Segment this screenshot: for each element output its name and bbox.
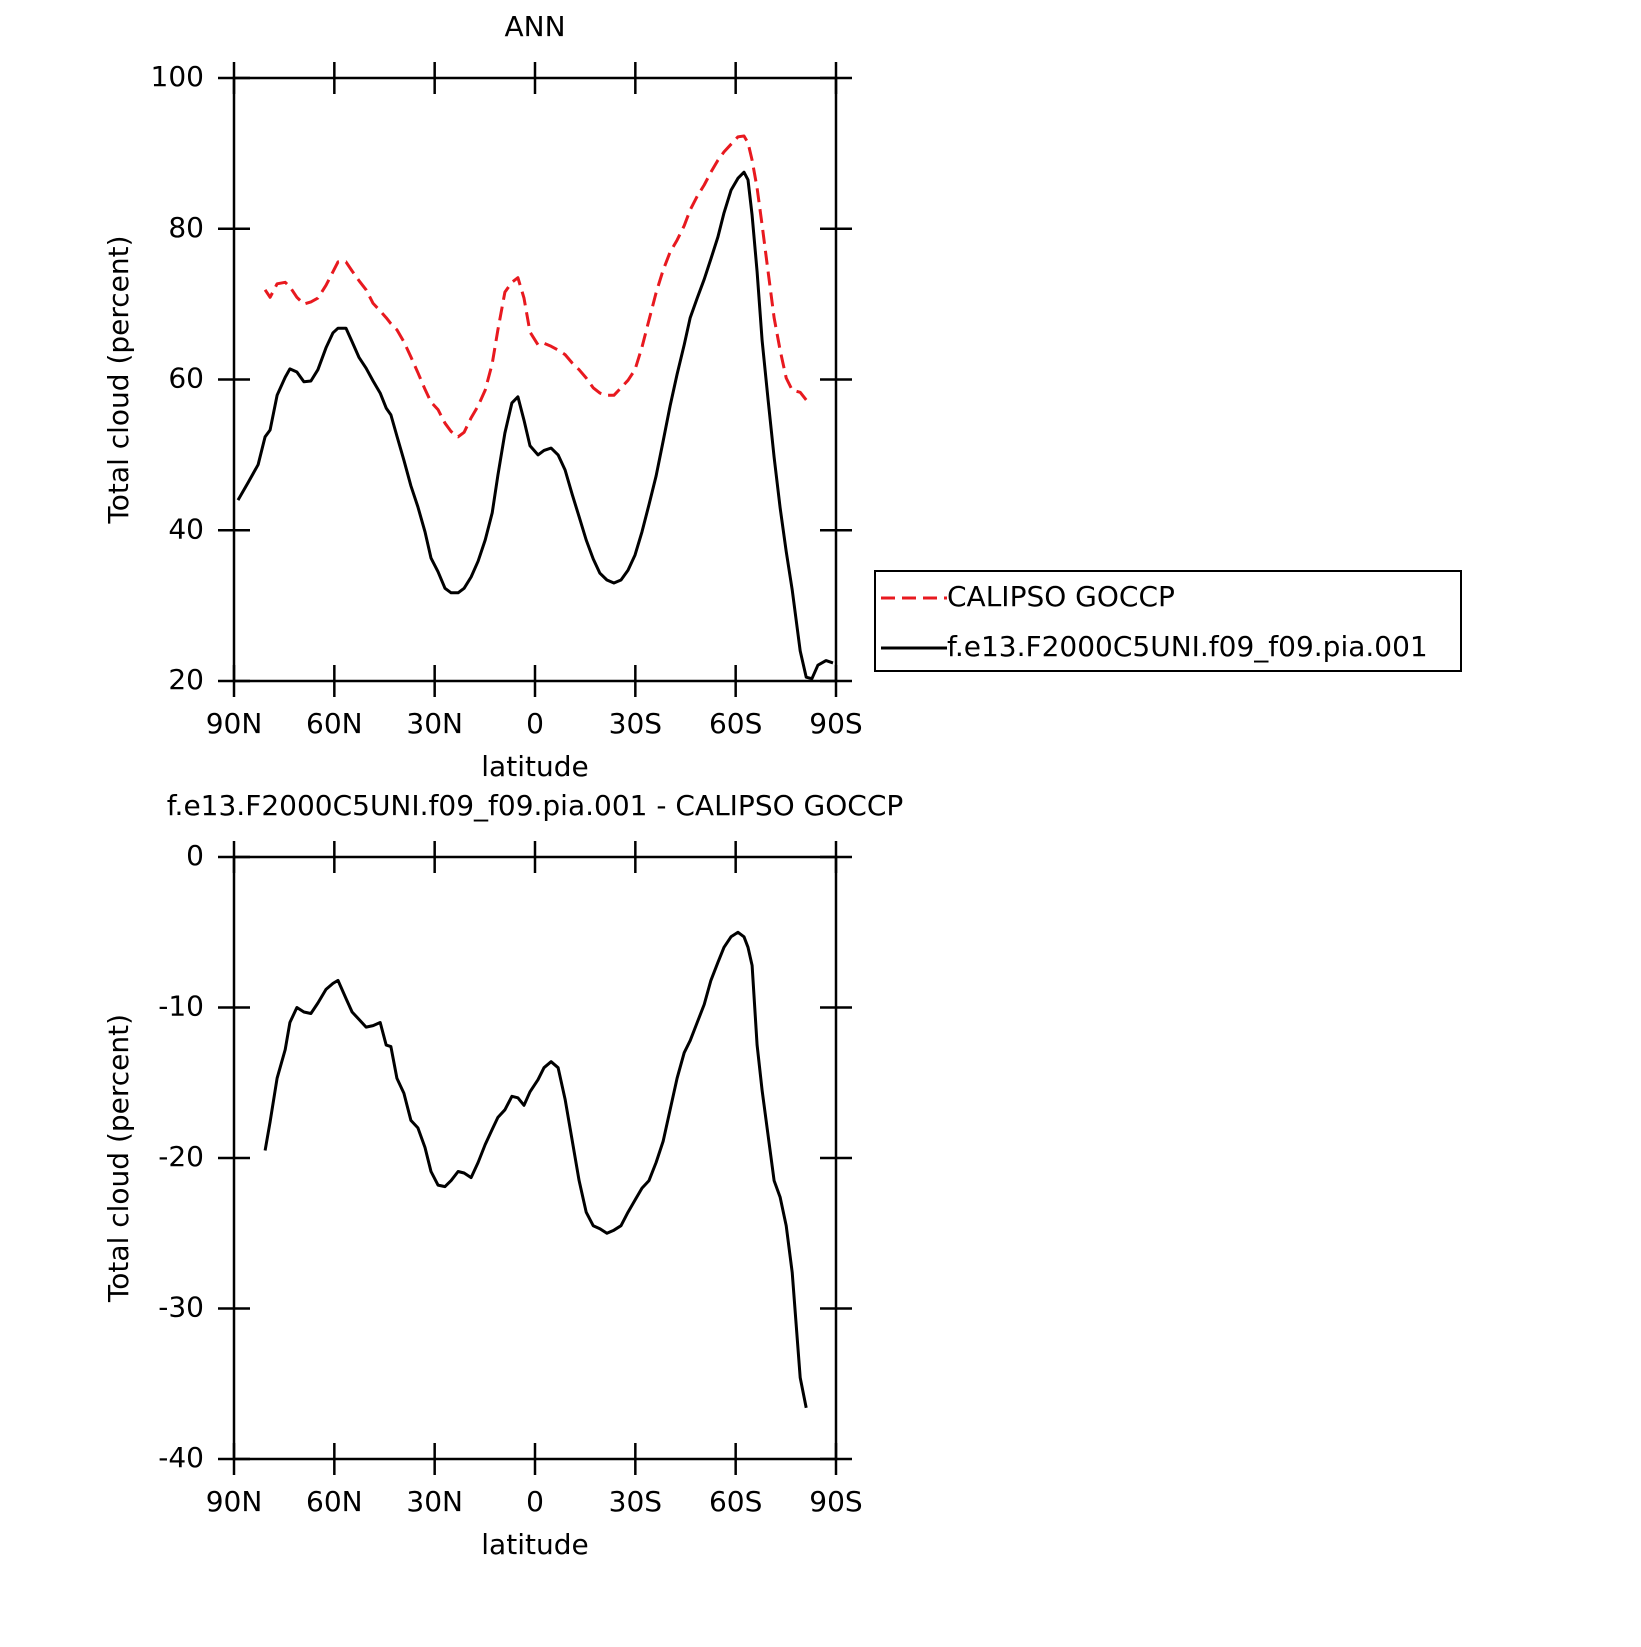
data-line	[263, 134, 808, 439]
x-tick-label: 90S	[809, 1485, 862, 1518]
x-tick-label: 90S	[809, 707, 862, 740]
legend-box	[874, 570, 1462, 672]
y-tick-label: -30	[158, 1291, 204, 1324]
legend-label: CALIPSO GOCCP	[947, 580, 1175, 613]
x-tick-label: 60N	[306, 707, 363, 740]
y-tick-label: 60	[168, 362, 204, 395]
x-axis-label: latitude	[481, 1528, 588, 1561]
x-tick-label: 60N	[306, 1485, 363, 1518]
plot-frame	[232, 855, 838, 1461]
chart-title: ANN	[504, 10, 565, 43]
y-tick-label: 20	[168, 663, 204, 696]
y-tick-label: 80	[168, 211, 204, 244]
x-tick-label: 0	[526, 707, 544, 740]
plot-frame	[232, 76, 838, 683]
y-tick-label: 40	[168, 512, 204, 545]
y-axis-label: Total cloud (percent)	[102, 235, 135, 524]
x-tick-label: 30S	[609, 707, 662, 740]
y-tick-label: -40	[158, 1441, 204, 1474]
x-tick-label: 30N	[406, 1485, 463, 1518]
y-tick-label: 100	[151, 60, 204, 93]
y-axis-label: Total cloud (percent)	[102, 1014, 135, 1303]
chart-title: f.e13.F2000C5UNI.f09_f09.pia.001 - CALIP…	[167, 789, 904, 822]
x-tick-label: 90N	[206, 1485, 263, 1518]
x-tick-label: 30N	[406, 707, 463, 740]
data-line	[236, 170, 834, 681]
x-tick-label: 60S	[709, 1485, 762, 1518]
x-axis-label: latitude	[481, 750, 588, 783]
x-tick-label: 30S	[609, 1485, 662, 1518]
y-tick-label: -20	[158, 1140, 204, 1173]
y-tick-label: -10	[158, 990, 204, 1023]
x-tick-label: 90N	[206, 707, 263, 740]
x-tick-label: 60S	[709, 707, 762, 740]
y-tick-label: 0	[186, 839, 204, 872]
x-tick-label: 0	[526, 1485, 544, 1518]
legend-label: f.e13.F2000C5UNI.f09_f09.pia.001	[947, 630, 1428, 663]
data-line	[263, 930, 808, 1409]
